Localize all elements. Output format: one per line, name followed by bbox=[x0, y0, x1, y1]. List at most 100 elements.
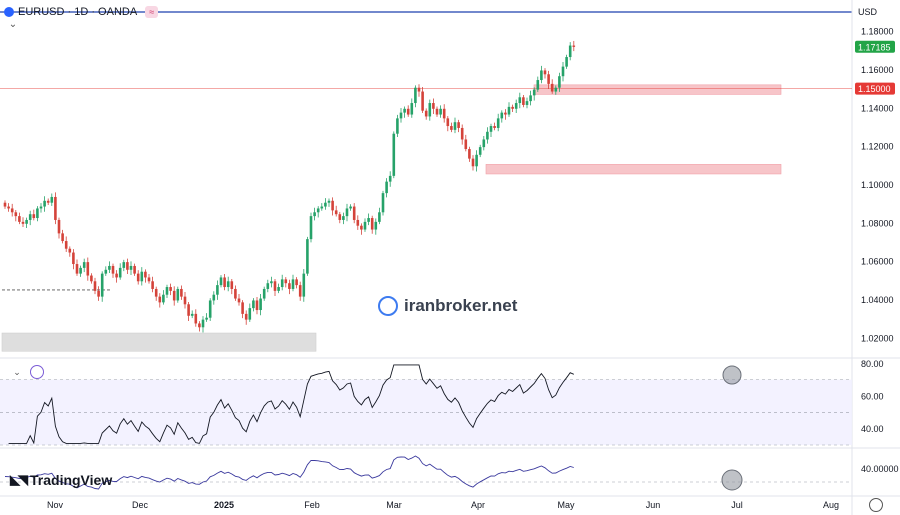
support-zone bbox=[485, 164, 782, 175]
settings-icon[interactable] bbox=[869, 498, 883, 512]
candle-body bbox=[504, 112, 507, 115]
candle-body bbox=[212, 294, 216, 301]
candle-body bbox=[270, 281, 273, 284]
candle-body bbox=[378, 212, 381, 222]
candle-body bbox=[406, 108, 410, 115]
osc-tick-label: 40.00000 bbox=[861, 464, 899, 474]
candle-body bbox=[367, 218, 370, 222]
candle-body bbox=[450, 126, 453, 130]
candle-body bbox=[540, 70, 543, 81]
candle-body bbox=[439, 108, 442, 115]
candle-body bbox=[496, 118, 500, 128]
candle-body bbox=[320, 206, 324, 209]
candle-body bbox=[165, 287, 169, 295]
candle-body bbox=[39, 206, 43, 209]
candle-body bbox=[252, 300, 255, 309]
candle-body bbox=[82, 262, 86, 268]
candle-body bbox=[352, 206, 356, 220]
candle-body bbox=[129, 265, 133, 270]
time-tick-label: Dec bbox=[132, 500, 149, 510]
candle-body bbox=[43, 200, 46, 207]
candle-body bbox=[414, 87, 417, 104]
candle-body bbox=[313, 212, 316, 217]
candle-body bbox=[460, 127, 464, 140]
watermark-text: iranbroker.net bbox=[404, 296, 518, 315]
candle-body bbox=[216, 285, 219, 295]
candle-body bbox=[97, 290, 100, 297]
candle-body bbox=[46, 200, 50, 203]
candle-body bbox=[25, 219, 28, 224]
candle-body bbox=[349, 206, 352, 209]
candle-body bbox=[500, 112, 504, 119]
candle-body bbox=[428, 103, 432, 117]
price-tick-label: 1.08000 bbox=[861, 218, 894, 228]
candle-body bbox=[338, 214, 342, 220]
candle-body bbox=[432, 103, 435, 109]
price-tick-label: 1.12000 bbox=[861, 142, 894, 152]
candle-body bbox=[187, 304, 190, 316]
candle-body bbox=[410, 103, 414, 115]
candle-body bbox=[115, 273, 118, 278]
candle-body bbox=[453, 122, 457, 130]
time-tick-label: Apr bbox=[471, 500, 485, 510]
demand-zone bbox=[1, 332, 317, 352]
tradingview-icon: ◣◥ bbox=[10, 472, 28, 487]
chevron-down-icon[interactable]: ⌄ bbox=[13, 367, 21, 377]
candle-body bbox=[86, 262, 90, 276]
time-tick-label: Nov bbox=[47, 500, 64, 510]
alert-badge[interactable]: ≈ bbox=[145, 6, 159, 18]
candle-body bbox=[126, 262, 129, 270]
candle-body bbox=[111, 265, 115, 274]
candle-body bbox=[558, 76, 561, 88]
last-price-label: 1.17185 bbox=[858, 42, 891, 52]
candle-body bbox=[435, 108, 439, 115]
candle-body bbox=[158, 296, 162, 303]
candle-body bbox=[147, 277, 151, 282]
candle-body bbox=[291, 279, 295, 289]
candle-body bbox=[10, 208, 14, 213]
candle-body bbox=[162, 294, 165, 303]
candle-body bbox=[547, 74, 550, 84]
indicator-settings-icon[interactable] bbox=[30, 365, 44, 379]
candle-body bbox=[468, 149, 471, 159]
candle-body bbox=[3, 202, 7, 207]
candle-body bbox=[568, 45, 572, 58]
price-tick-label: 1.14000 bbox=[861, 103, 894, 113]
candle-body bbox=[471, 158, 475, 167]
rsi-tick-label: 40.00 bbox=[861, 424, 884, 434]
candle-body bbox=[514, 103, 518, 109]
candle-body bbox=[507, 106, 511, 115]
candle-body bbox=[327, 200, 331, 203]
candle-body bbox=[417, 87, 421, 92]
chart-header[interactable]: EURUSD · 1D · OANDA ≈ bbox=[4, 4, 159, 20]
candle-body bbox=[403, 108, 406, 113]
osc-highlight-marker bbox=[721, 469, 743, 491]
candle-body bbox=[421, 91, 424, 111]
time-tick-label: Jul bbox=[731, 500, 743, 510]
candle-body bbox=[525, 101, 529, 105]
candle-body bbox=[75, 264, 79, 274]
candle-body bbox=[475, 154, 478, 167]
watermark: iranbroker.net bbox=[378, 296, 517, 316]
candle-body bbox=[223, 277, 226, 288]
symbol-title[interactable]: EURUSD · 1D · OANDA bbox=[18, 6, 138, 18]
candle-body bbox=[237, 298, 241, 303]
candle-body bbox=[90, 275, 93, 282]
tradingview-logo[interactable]: ◣◥ TradingView bbox=[10, 472, 112, 488]
candle-body bbox=[511, 106, 514, 109]
candle-body bbox=[144, 271, 147, 278]
candle-body bbox=[79, 267, 82, 274]
candle-body bbox=[572, 45, 576, 47]
candle-body bbox=[554, 87, 558, 92]
candle-body bbox=[54, 196, 57, 220]
chevron-down-icon[interactable]: ⌄ bbox=[8, 19, 18, 30]
candle-body bbox=[309, 216, 313, 240]
candle-body bbox=[104, 269, 108, 274]
candle-body bbox=[370, 218, 374, 230]
candle-body bbox=[482, 139, 486, 148]
rsi-tick-label: 60.00 bbox=[861, 391, 884, 401]
candle-body bbox=[424, 110, 428, 117]
currency-label: USD bbox=[858, 7, 878, 17]
candle-body bbox=[399, 112, 403, 119]
